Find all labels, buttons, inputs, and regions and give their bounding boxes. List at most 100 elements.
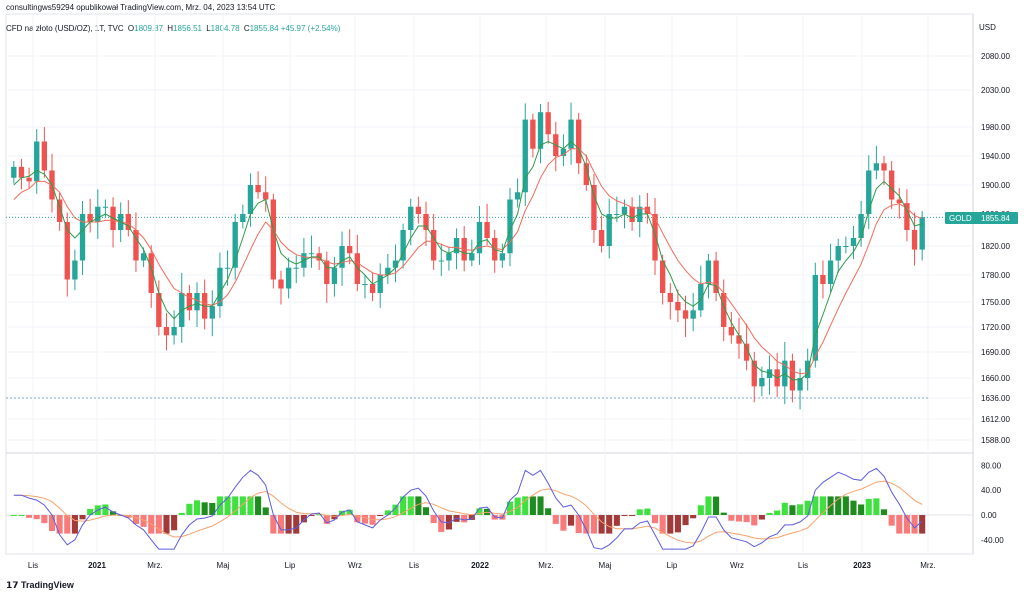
macd-histogram-bar bbox=[720, 512, 727, 515]
candle bbox=[888, 170, 895, 200]
macd-histogram-bar bbox=[239, 496, 246, 515]
macd-histogram-bar bbox=[713, 496, 720, 515]
macd-histogram-bar bbox=[346, 509, 353, 515]
macd-histogram-bar bbox=[758, 515, 765, 520]
candle bbox=[728, 327, 735, 336]
y-tick-label: 1612.00 bbox=[981, 415, 1010, 424]
candle bbox=[530, 119, 536, 149]
x-tick-label: Mrz. bbox=[538, 561, 554, 570]
candle bbox=[34, 141, 40, 182]
macd-histogram-bar bbox=[850, 500, 857, 515]
y-tick-label: 2030.00 bbox=[981, 86, 1010, 95]
macd-histogram-bar bbox=[873, 498, 880, 515]
macd-histogram-bar bbox=[71, 515, 78, 534]
macd-histogram-bar bbox=[400, 496, 407, 515]
macd-histogram-bar bbox=[697, 505, 704, 515]
macd-histogram-bar bbox=[552, 515, 559, 524]
candle bbox=[72, 260, 78, 280]
candle bbox=[736, 335, 742, 344]
candle bbox=[408, 206, 414, 230]
candle bbox=[514, 192, 521, 200]
macd-histogram-bar bbox=[629, 515, 636, 516]
macd-histogram-bar bbox=[835, 496, 842, 515]
macd-histogram-bar bbox=[667, 515, 674, 534]
candle bbox=[293, 267, 299, 269]
published-by-text: consultingws59294 opublikował TradingVie… bbox=[6, 3, 276, 12]
candle bbox=[232, 222, 238, 268]
macd-y-tick-label: 80.00 bbox=[981, 461, 1002, 470]
candle bbox=[675, 302, 681, 311]
x-tick-label: 2021 bbox=[88, 561, 106, 570]
candle bbox=[415, 206, 422, 214]
macd-histogram-bar bbox=[659, 515, 666, 534]
macd-histogram-bar bbox=[774, 510, 781, 515]
x-tick-label: Wrz bbox=[730, 561, 744, 570]
macd-histogram-bar bbox=[919, 515, 926, 534]
x-tick-label: 2022 bbox=[471, 561, 489, 570]
x-tick-label: Maj bbox=[217, 561, 230, 570]
x-tick-label: Lis bbox=[409, 561, 419, 570]
change-value: +45.97 (+2.54%) bbox=[280, 24, 341, 33]
symbol-title[interactable]: CFD na złoto (USD/OZ), 1T, TVC bbox=[6, 24, 124, 33]
tradingview-logo[interactable]: 𝟭𝟳 TradingView bbox=[6, 580, 74, 591]
tv-logo-icon: 𝟭𝟳 bbox=[6, 580, 22, 590]
candle bbox=[263, 192, 269, 200]
macd-histogram-bar bbox=[705, 496, 712, 515]
candle bbox=[537, 112, 544, 149]
candle bbox=[308, 253, 315, 255]
candle bbox=[240, 214, 246, 222]
y-tick-label: 2080.00 bbox=[981, 52, 1010, 61]
macd-histogram-bar bbox=[735, 515, 743, 522]
candle bbox=[858, 214, 864, 238]
y-tick-label: 1660.00 bbox=[981, 374, 1010, 383]
macd-histogram-bar bbox=[613, 515, 620, 526]
macd-histogram-bar bbox=[858, 504, 865, 515]
macd-histogram-bar bbox=[209, 502, 216, 515]
candle bbox=[583, 163, 589, 185]
candle bbox=[522, 119, 528, 193]
macd-histogram-bar bbox=[171, 515, 178, 531]
macd-histogram-bar bbox=[606, 515, 613, 534]
currency-label: USD bbox=[979, 23, 996, 32]
candle bbox=[125, 214, 131, 230]
low-label: L bbox=[206, 24, 211, 33]
macd-histogram-bar bbox=[232, 496, 239, 515]
macd-histogram-bar bbox=[255, 496, 262, 515]
candle bbox=[698, 284, 704, 311]
badge-symbol: GOLD bbox=[949, 214, 972, 223]
macd-histogram-bar bbox=[140, 515, 147, 527]
candle bbox=[591, 185, 597, 230]
candle bbox=[576, 119, 582, 164]
signal-line bbox=[13, 480, 923, 544]
candle bbox=[713, 260, 719, 293]
candle bbox=[827, 260, 834, 284]
x-tick-label: Lip bbox=[667, 561, 678, 570]
y-tick-label: 1636.00 bbox=[981, 394, 1010, 403]
candle bbox=[751, 360, 757, 387]
macd-histogram-bar bbox=[178, 512, 185, 515]
candle bbox=[56, 199, 63, 222]
candle bbox=[369, 284, 376, 293]
candle bbox=[209, 306, 215, 319]
macd-histogram-bar bbox=[293, 515, 300, 534]
candle bbox=[705, 260, 712, 284]
macd-histogram-bar bbox=[422, 507, 430, 515]
macd-histogram-bar bbox=[804, 500, 811, 515]
macd-histogram-bar bbox=[33, 515, 40, 520]
macd-y-tick-label: -40.00 bbox=[981, 536, 1004, 545]
macd-histogram-bar bbox=[651, 515, 659, 524]
candle bbox=[606, 214, 612, 246]
candle bbox=[385, 267, 391, 275]
macd-histogram-bar bbox=[41, 515, 48, 524]
candle bbox=[354, 253, 360, 284]
macd-y-tick-label: 0.00 bbox=[981, 511, 997, 520]
candle bbox=[140, 253, 147, 261]
x-tick-label: Wrz bbox=[348, 561, 362, 570]
candle bbox=[873, 163, 880, 171]
macd-histogram-bar bbox=[789, 505, 796, 515]
candle bbox=[362, 284, 368, 285]
y-tick-label: 1750.00 bbox=[981, 298, 1010, 307]
macd-histogram-bar bbox=[285, 515, 292, 534]
